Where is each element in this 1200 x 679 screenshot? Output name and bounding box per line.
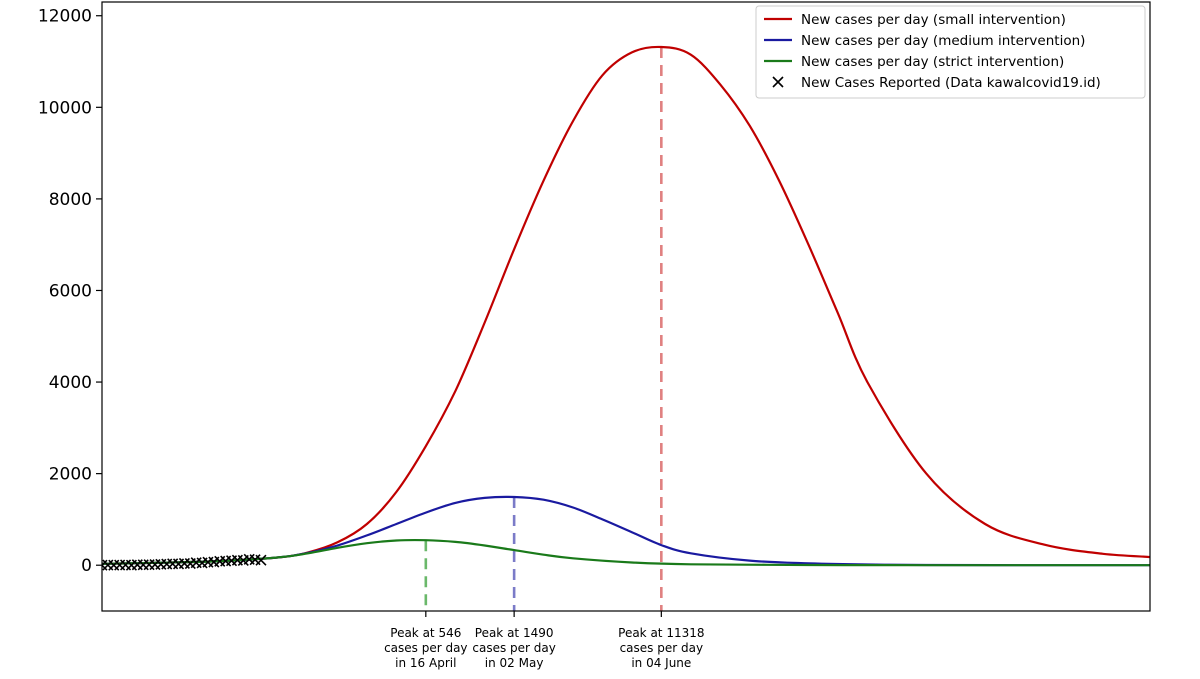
series-line-0	[102, 45, 1150, 565]
plot-area	[102, 45, 1150, 611]
peak-label-2: Peak at 11318 cases per day in 04 June	[618, 626, 704, 670]
legend: New cases per day (small intervention) Ne…	[755, 5, 1146, 99]
y-tick-label: 2000	[49, 465, 92, 485]
peak-label-1: Peak at 1490 cases per day in 02 May	[472, 626, 555, 670]
legend-label-0: New cases per day (small intervention)	[801, 12, 1066, 28]
plot-frame	[101, 1, 1151, 612]
y-tick-label: 8000	[49, 190, 92, 210]
legend-swatch-3	[772, 76, 784, 88]
legend-label-2: New cases per day (strict intervention)	[801, 54, 1064, 70]
reported-point	[255, 554, 267, 566]
y-axis: 0 2000 4000 6000 8000 10000 12000	[38, 7, 102, 576]
y-tick-label: 10000	[38, 98, 92, 118]
legend-label-1: New cases per day (medium intervention)	[801, 33, 1085, 49]
y-tick-label: 4000	[49, 373, 92, 393]
series-line-2	[102, 538, 1150, 567]
legend-box	[755, 5, 1146, 99]
y-tick-label: 0	[81, 556, 92, 576]
y-tick-label: 12000	[38, 7, 92, 27]
legend-label-3: New Cases Reported (Data kawalcovid19.id…	[801, 75, 1101, 91]
peak-label-0: Peak at 546 cases per day in 16 April	[384, 626, 467, 670]
y-tick-label: 6000	[49, 281, 92, 301]
